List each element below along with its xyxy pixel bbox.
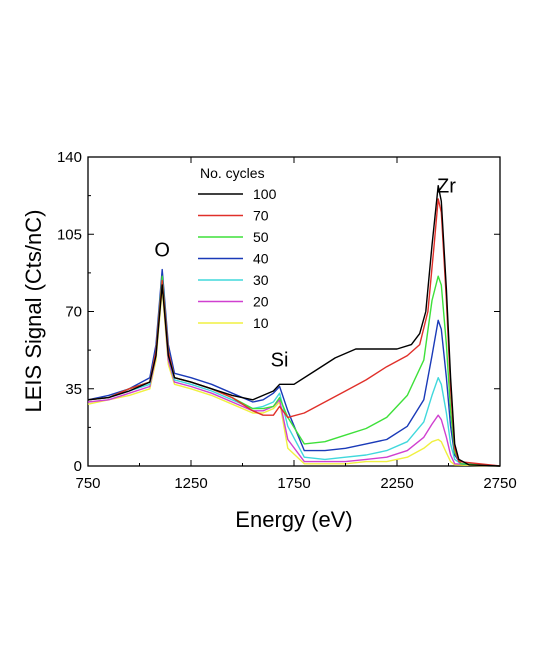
series-line-100 bbox=[87, 185, 501, 467]
legend: No. cycles 100 70 50 40 30 20 10 bbox=[198, 165, 277, 331]
legend-label-10: 10 bbox=[253, 315, 269, 331]
annotation-o: O bbox=[154, 239, 170, 261]
y-tick-label: 70 bbox=[65, 304, 82, 321]
y-tick-label: 0 bbox=[74, 458, 82, 475]
annotation-zr: Zr bbox=[437, 175, 456, 197]
x-axis: 750 1250 1750 2250 2750 bbox=[75, 157, 517, 492]
annotation-si: Si bbox=[271, 350, 289, 372]
y-axis: 0 35 70 105 140 bbox=[57, 149, 500, 475]
annotations: O Si Zr bbox=[154, 175, 456, 371]
x-tick-label: 1250 bbox=[174, 475, 207, 492]
y-tick-label: 140 bbox=[57, 149, 82, 166]
series-line-40 bbox=[87, 268, 501, 467]
y-axis-title: LEIS Signal (Cts/nC) bbox=[21, 210, 46, 413]
legend-title: No. cycles bbox=[200, 165, 265, 181]
legend-label-30: 30 bbox=[253, 272, 269, 288]
legend-label-50: 50 bbox=[253, 229, 269, 245]
x-tick-label: 750 bbox=[75, 475, 100, 492]
y-tick-label: 35 bbox=[65, 381, 82, 398]
y-tick-label: 105 bbox=[57, 226, 82, 243]
legend-label-40: 40 bbox=[253, 251, 269, 267]
x-axis-title: Energy (eV) bbox=[235, 507, 352, 532]
x-tick-label: 1750 bbox=[277, 475, 310, 492]
legend-label-70: 70 bbox=[253, 208, 269, 224]
legend-label-20: 20 bbox=[253, 294, 269, 310]
legend-label-100: 100 bbox=[253, 186, 277, 202]
x-tick-label: 2750 bbox=[483, 475, 516, 492]
series-layer bbox=[87, 185, 501, 467]
series-line-30 bbox=[87, 277, 501, 467]
x-tick-label: 2250 bbox=[380, 475, 413, 492]
